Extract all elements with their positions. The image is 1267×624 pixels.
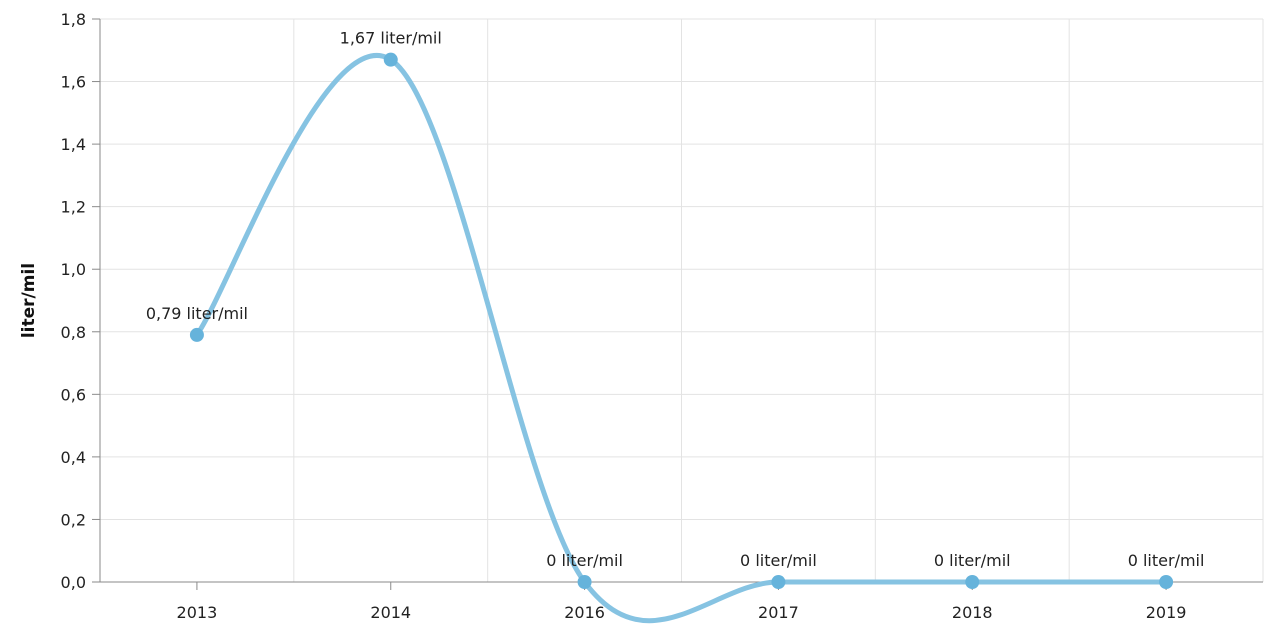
- data-point[interactable]: [1159, 575, 1174, 589]
- data-labels: 0,79 liter/mil 1,67 liter/mil 0 liter/mil 0…: [146, 29, 1205, 570]
- data-label: 0 liter/mil: [740, 551, 817, 570]
- x-tick-label: 2013: [177, 603, 218, 622]
- data-point[interactable]: [383, 52, 398, 67]
- y-tick-label: 1,4: [61, 135, 86, 154]
- data-point[interactable]: [577, 575, 592, 589]
- x-tick-label: 2018: [952, 603, 993, 622]
- data-label: 0 liter/mil: [1128, 551, 1205, 570]
- y-tick-label: 1,2: [61, 198, 86, 217]
- y-tick-label: 0,8: [61, 323, 86, 342]
- y-tick-label: 1,0: [61, 260, 86, 279]
- x-tick-label: 2019: [1146, 603, 1187, 622]
- data-point[interactable]: [965, 575, 980, 589]
- y-axis-title: liter/mil: [19, 263, 39, 338]
- y-tick-label: 0,0: [61, 573, 86, 592]
- series: [189, 52, 1174, 624]
- x-tick-label: 2014: [370, 603, 411, 622]
- y-tick-label: 1,6: [61, 73, 86, 92]
- data-label: 0 liter/mil: [546, 551, 623, 570]
- grid: [100, 18, 1264, 582]
- y-tick-label: 0,4: [61, 448, 86, 467]
- data-label: 0,79 liter/mil: [146, 304, 248, 323]
- data-label: 0 liter/mil: [934, 551, 1011, 570]
- x-tick-label: 2016: [564, 603, 605, 622]
- y-tick-label: 0,2: [61, 510, 86, 529]
- y-axis-ticks: 0,0 0,2 0,4 0,6 0,8 1,0 1,2 1,4 1,6 1,8: [61, 10, 100, 592]
- x-tick-label: 2017: [758, 603, 799, 622]
- data-point[interactable]: [771, 575, 786, 589]
- y-tick-label: 1,8: [61, 10, 86, 29]
- x-axis-ticks: 2013 2014 2016 2017 2018 2019: [177, 582, 1187, 622]
- data-point[interactable]: [189, 327, 204, 342]
- data-label: 1,67 liter/mil: [340, 29, 442, 48]
- y-tick-label: 0,6: [61, 385, 86, 404]
